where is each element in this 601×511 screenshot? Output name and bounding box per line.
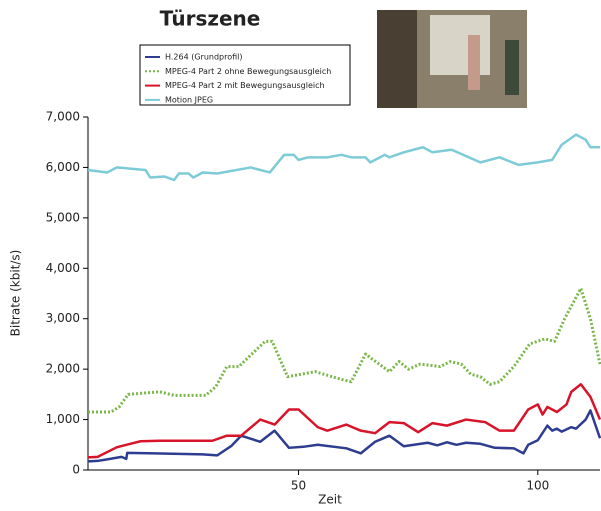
photo-person [505, 40, 519, 95]
chart-title: Türszene [160, 7, 261, 31]
legend-label: Motion JPEG [165, 95, 213, 104]
x-tick-label: 50 [291, 479, 306, 493]
x-tick-label: 100 [526, 479, 549, 493]
photo-person [468, 35, 480, 90]
legend-label: MPEG-4 Part 2 mit Bewegungsausgleich [165, 81, 325, 90]
series-line [88, 135, 600, 180]
y-tick-label: 6,000 [46, 160, 80, 174]
legend-label: MPEG-4 Part 2 ohne Bewegungsausgleich [165, 67, 331, 76]
series-line [88, 288, 600, 412]
x-axis-label: Zeit [318, 493, 342, 507]
series-line [88, 384, 600, 457]
y-tick-label: 2,000 [46, 362, 80, 376]
y-tick-label: 7,000 [46, 110, 80, 124]
photo-wall [430, 15, 490, 75]
chart: Türszene Zeit Bitrate (kbit/s) 0 1,000 2,0… [0, 0, 601, 507]
page: Türszene Zeit Bitrate (kbit/s) 0 1,000 2,0… [0, 0, 601, 511]
legend-label: H.264 (Grundprofil) [165, 53, 243, 62]
y-tick-label: 1,000 [46, 412, 80, 426]
photo [377, 10, 527, 108]
photo-door [377, 10, 417, 108]
y-tick-label: 3,000 [46, 311, 80, 325]
y-tick-label: 5,000 [46, 210, 80, 224]
y-tick-label: 4,000 [46, 261, 80, 275]
y-tick-label: 0 [72, 463, 80, 477]
y-axis-label: Bitrate (kbit/s) [9, 250, 23, 337]
